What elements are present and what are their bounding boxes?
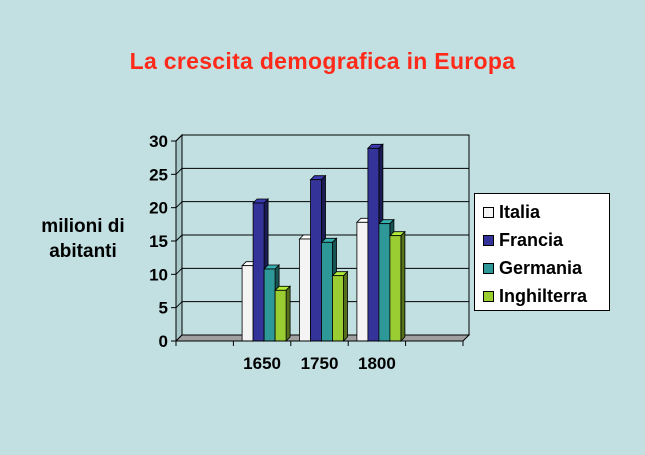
y-tick-label: 30 <box>149 132 168 151</box>
y-tick-label: 5 <box>159 299 168 318</box>
legend-item: Francia <box>483 226 609 254</box>
y-tick-label: 0 <box>159 332 168 351</box>
legend-label: Italia <box>499 201 541 222</box>
y-axis-label-line-1: milioni di <box>41 216 125 237</box>
bar-side <box>285 285 291 342</box>
gridline-side <box>175 301 183 309</box>
x-tick-label: 1650 <box>243 354 281 373</box>
legend-label: Germania <box>499 257 583 278</box>
legend-swatch <box>483 234 494 246</box>
bar <box>378 223 391 342</box>
bar-side <box>343 270 348 342</box>
legend-item: Italia <box>483 198 609 226</box>
legend-item: Germania <box>483 254 609 282</box>
y-axis-label-line-2: abitanti <box>49 241 117 262</box>
bar <box>332 275 344 342</box>
legend-swatch <box>483 206 494 218</box>
legend-swatch <box>483 262 494 274</box>
gridline-side <box>175 267 183 275</box>
bar <box>299 238 311 342</box>
bar <box>274 289 287 342</box>
legend: Italia Francia Germania Inghilterra <box>474 193 610 311</box>
x-tick-label: 1750 <box>301 354 339 373</box>
y-tick-label: 20 <box>149 199 168 218</box>
y-tick-label: 10 <box>149 265 168 284</box>
bar <box>321 241 333 342</box>
y-axis-label: milioni di abitanti <box>28 214 138 264</box>
bar <box>252 202 265 342</box>
gridline-side <box>175 134 183 142</box>
y-tick-label: 15 <box>149 232 168 251</box>
chart-title: La crescita demografica in Europa <box>129 48 516 74</box>
legend-label: Inghilterra <box>499 285 588 306</box>
gridline-side <box>175 234 183 242</box>
bar <box>356 221 369 342</box>
legend-swatch <box>483 290 494 302</box>
bar <box>310 179 322 342</box>
bar <box>367 147 380 342</box>
x-tick-label: 1800 <box>358 354 396 373</box>
gridline-side <box>175 201 183 209</box>
gridline-side <box>175 167 183 175</box>
bar <box>241 265 254 342</box>
bar <box>389 235 402 342</box>
y-tick-label: 25 <box>149 165 168 184</box>
bar-side <box>400 230 406 342</box>
legend-item: Inghilterra <box>483 282 609 310</box>
legend-label: Francia <box>499 229 564 250</box>
bar <box>263 268 276 342</box>
